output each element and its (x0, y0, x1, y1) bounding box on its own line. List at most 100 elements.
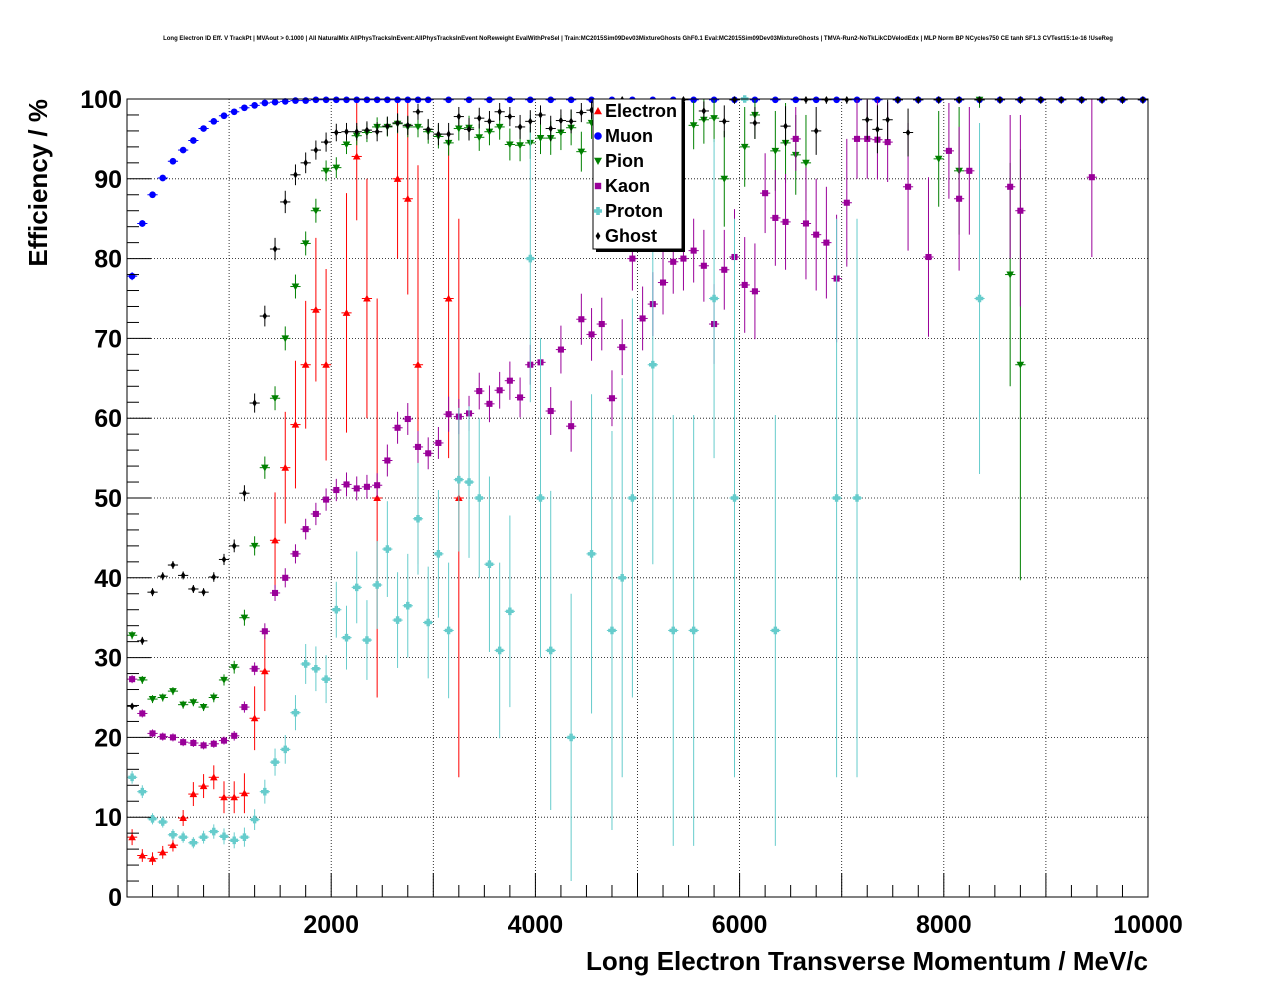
kaon-point (823, 239, 830, 246)
kaon-point (925, 253, 932, 261)
electron-point (169, 841, 177, 849)
kaon-point (619, 344, 626, 351)
muon-point (363, 96, 371, 104)
proton-point (322, 675, 330, 683)
ghost-point (425, 125, 431, 134)
kaon-point (690, 247, 697, 254)
kaon-point (568, 423, 575, 430)
ghost-point (722, 117, 727, 126)
pion-point (740, 143, 749, 151)
ghost-point (313, 146, 319, 154)
ghost-point (1140, 95, 1146, 104)
pion-point (189, 699, 198, 707)
proton-point (506, 607, 514, 616)
proton-point (649, 360, 657, 369)
ghost-point (497, 107, 502, 116)
kaon-point (159, 733, 166, 740)
pion-point (312, 207, 320, 215)
pion-point (281, 335, 290, 343)
proton-point (281, 745, 290, 754)
ghost-point (568, 117, 574, 126)
ghost-point (538, 111, 543, 119)
proton-point (567, 733, 575, 742)
ghost-point (303, 159, 308, 167)
proton-point (393, 616, 402, 624)
muon-point (190, 137, 197, 144)
ghost-point (436, 130, 441, 138)
pion-point (179, 701, 187, 709)
proton-point (710, 294, 718, 303)
y-tick-label: 0 (108, 884, 122, 912)
muon-point (261, 99, 269, 107)
electron-point (322, 360, 330, 368)
muon-point (353, 96, 361, 104)
muon-point (394, 96, 401, 104)
ghost-point (191, 585, 196, 593)
kaon-point (853, 135, 861, 142)
pion-point (250, 542, 259, 550)
ghost-point (1018, 95, 1023, 104)
proton-point (199, 833, 208, 841)
kaon-point (169, 734, 176, 741)
kaon-point (680, 255, 687, 262)
proton-point (148, 814, 157, 823)
kaon-point (302, 526, 309, 533)
electron-point (342, 309, 351, 316)
ghost-point (334, 128, 339, 137)
proton-point (169, 830, 177, 839)
muon-point (567, 96, 575, 104)
ghost-point (1038, 95, 1044, 104)
kaon-point (414, 443, 422, 450)
proton-point (730, 494, 739, 502)
proton-point (291, 708, 300, 717)
ghost-point (813, 127, 819, 135)
proton-point (628, 494, 637, 502)
electron-point (403, 194, 412, 202)
muon-point (414, 96, 422, 104)
kaon-point (802, 220, 810, 227)
pion-point (414, 123, 422, 131)
proton-point (414, 514, 422, 523)
y-tick-label: 80 (94, 246, 122, 274)
proton-point (138, 787, 147, 796)
ghost-point (405, 121, 411, 130)
ghost-point (558, 116, 564, 125)
proton-point (209, 827, 218, 836)
muon-point (526, 96, 534, 104)
muon-point (445, 96, 452, 104)
ghost-point (579, 108, 584, 117)
ghost-point (548, 124, 553, 133)
y-tick-label: 30 (94, 645, 122, 673)
y-tick-label: 20 (94, 724, 122, 752)
ghost-point (1058, 95, 1064, 104)
proton-point (424, 618, 432, 627)
ghost-point (415, 107, 421, 116)
ghost-point (272, 245, 278, 253)
kaon-point (772, 214, 779, 221)
pion-point (516, 142, 524, 150)
pion-point (455, 125, 463, 133)
muon-point (149, 191, 156, 199)
y-tick-label: 50 (94, 485, 122, 513)
proton-point (536, 494, 545, 502)
proton-point (485, 560, 494, 569)
proton-point (352, 583, 361, 592)
muon-point (547, 96, 555, 104)
electron-point (240, 789, 249, 797)
electron-point (393, 175, 402, 182)
muon-point (690, 96, 697, 104)
chart-title: Long Electron ID Eff. V TrackPt | MVAout… (163, 36, 1113, 42)
muon-point (384, 96, 391, 104)
muon-point (486, 96, 493, 104)
electron-point (220, 793, 228, 801)
ghost-point (129, 702, 135, 711)
ghost-point (487, 117, 492, 126)
electron-point (189, 790, 198, 798)
proton-point (332, 605, 341, 614)
legend-marker-muon (594, 132, 602, 140)
proton-point (250, 815, 259, 824)
legend-marker-pion (594, 157, 602, 165)
kaon-point (333, 486, 340, 494)
kaon-point (404, 415, 411, 423)
kaon-point (149, 730, 156, 737)
